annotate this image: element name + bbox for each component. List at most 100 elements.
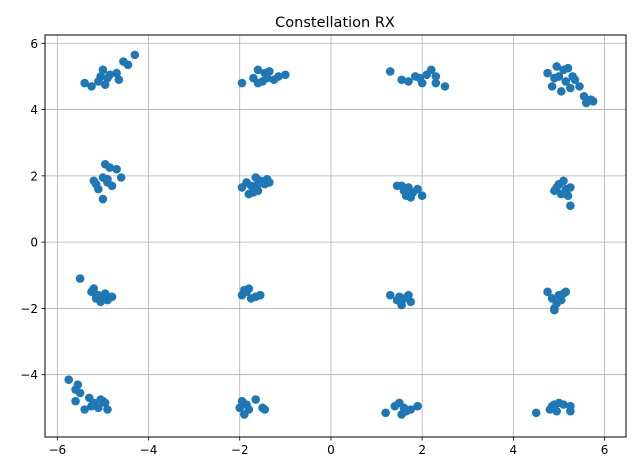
- data-point: [381, 408, 390, 418]
- data-point: [566, 201, 575, 210]
- data-point: [91, 179, 101, 189]
- y-tick-label: 2: [30, 169, 38, 183]
- data-point: [251, 395, 260, 404]
- data-point: [80, 405, 89, 414]
- data-point: [262, 73, 272, 83]
- data-point: [543, 68, 552, 78]
- data-point: [543, 287, 552, 297]
- data-point: [566, 183, 575, 192]
- y-tick-label: −4: [20, 368, 38, 382]
- data-point: [570, 75, 580, 85]
- y-tick-label: 0: [30, 236, 38, 250]
- y-tick-label: −2: [20, 302, 38, 316]
- data-point: [265, 67, 274, 76]
- data-point: [431, 78, 441, 88]
- data-point: [64, 375, 74, 384]
- data-point: [417, 191, 427, 201]
- data-point: [385, 67, 395, 76]
- data-point: [94, 403, 103, 413]
- data-point: [87, 82, 96, 91]
- data-point: [561, 287, 571, 297]
- data-point: [98, 396, 108, 406]
- data-point: [413, 401, 422, 411]
- data-point: [274, 72, 283, 81]
- data-point: [98, 294, 108, 303]
- data-point: [566, 83, 575, 93]
- data-point: [563, 63, 573, 73]
- x-tick-label: −6: [48, 443, 66, 457]
- data-point: [98, 194, 108, 204]
- x-tick-label: 2: [418, 443, 426, 457]
- data-point: [426, 65, 436, 75]
- data-point: [114, 75, 124, 85]
- data-point: [244, 189, 254, 199]
- data-point: [265, 178, 274, 187]
- data-point: [255, 290, 265, 300]
- data-point: [566, 401, 575, 411]
- data-point: [385, 290, 395, 300]
- data-point: [431, 72, 441, 81]
- data-point: [395, 292, 404, 302]
- data-point: [246, 181, 256, 191]
- data-point: [397, 300, 406, 310]
- data-point: [550, 305, 559, 315]
- data-point: [260, 405, 270, 414]
- data-point: [547, 401, 557, 411]
- x-tick-label: 6: [601, 443, 609, 457]
- data-point: [281, 70, 290, 80]
- data-point: [130, 50, 140, 60]
- data-point: [100, 80, 110, 90]
- data-point: [103, 405, 112, 414]
- data-point: [237, 78, 247, 88]
- data-point: [550, 73, 559, 83]
- data-point: [561, 77, 571, 86]
- data-point: [547, 82, 557, 91]
- x-tick-label: −4: [140, 443, 158, 457]
- data-point: [415, 73, 425, 83]
- data-point: [103, 174, 112, 184]
- data-point: [112, 164, 121, 174]
- data-point: [397, 181, 406, 191]
- data-point: [253, 179, 263, 189]
- data-point: [105, 163, 115, 172]
- data-point: [406, 297, 416, 307]
- scatter-points: [64, 50, 598, 419]
- data-point: [103, 73, 112, 83]
- x-tick-label: 0: [327, 443, 335, 457]
- data-point: [253, 65, 263, 75]
- chart-title: Constellation RX: [275, 15, 395, 31]
- data-point: [397, 75, 406, 85]
- data-point: [80, 78, 89, 88]
- data-point: [253, 78, 263, 88]
- data-point: [406, 405, 416, 414]
- data-point: [556, 295, 566, 305]
- data-point: [413, 184, 422, 194]
- data-point: [559, 400, 568, 409]
- y-tick-label: 6: [30, 37, 38, 51]
- x-tick-label: 4: [510, 443, 518, 457]
- data-point: [242, 400, 251, 409]
- y-tick-label: 4: [30, 103, 38, 117]
- data-point: [107, 292, 117, 302]
- x-tick-label: −2: [231, 443, 249, 457]
- data-point: [112, 68, 121, 78]
- data-point: [235, 403, 245, 413]
- data-point: [75, 274, 85, 283]
- data-point: [552, 183, 561, 192]
- data-point: [556, 87, 566, 96]
- data-point: [588, 96, 598, 106]
- data-point: [552, 62, 561, 71]
- data-point: [71, 385, 80, 394]
- data-point: [440, 82, 450, 91]
- data-point: [116, 173, 126, 182]
- data-point: [404, 290, 413, 300]
- data-point: [399, 403, 409, 413]
- data-point: [71, 396, 80, 406]
- data-point: [239, 285, 249, 295]
- data-point: [87, 401, 96, 411]
- data-point: [575, 82, 584, 91]
- data-point: [123, 60, 133, 70]
- data-point: [404, 77, 413, 86]
- data-point: [559, 176, 568, 186]
